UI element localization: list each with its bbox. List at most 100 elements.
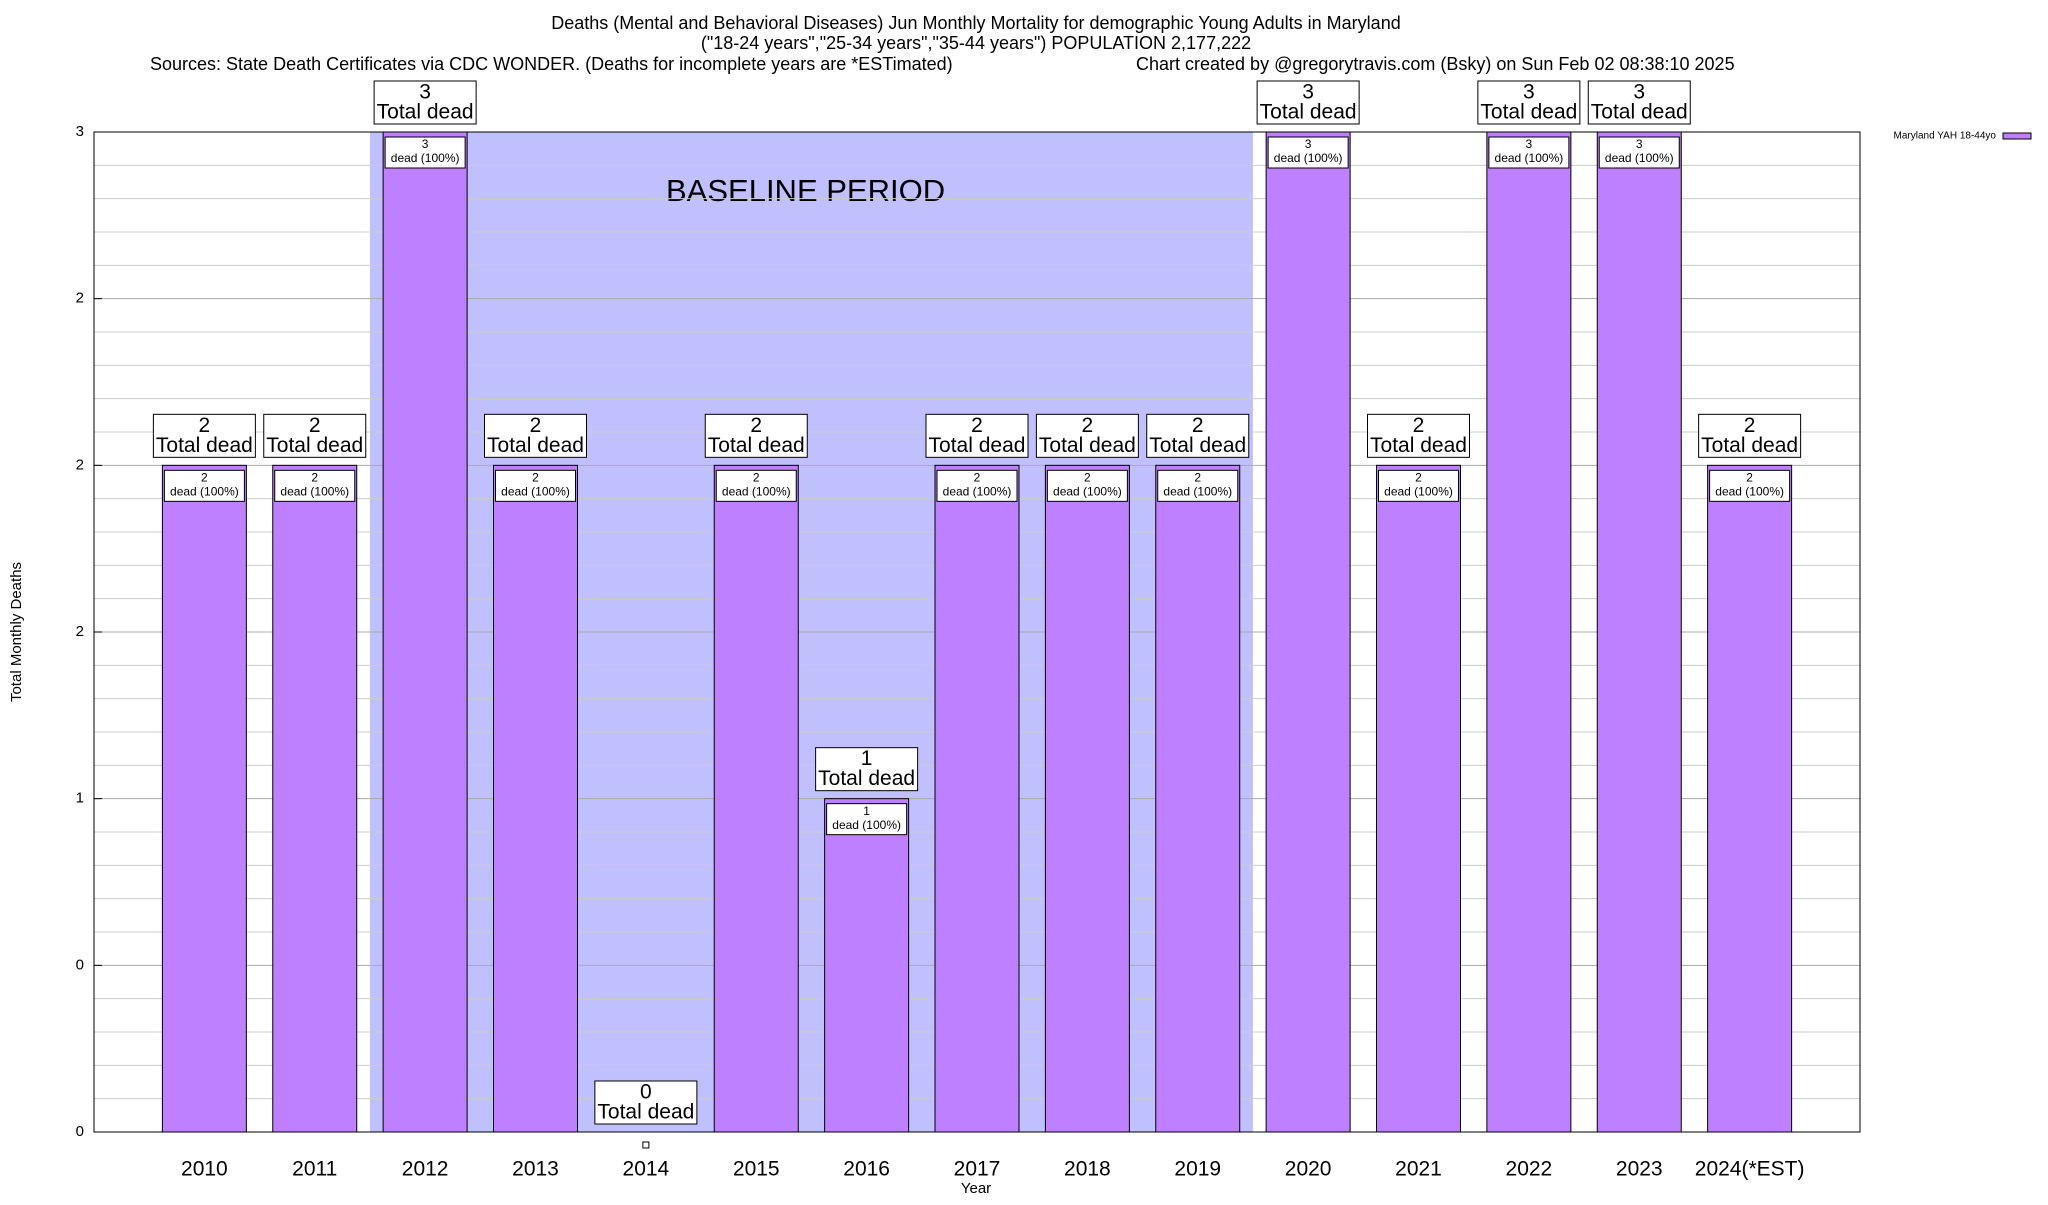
inner-label-value: 3: [1305, 137, 1312, 151]
inner-label-text: dead (100%): [1163, 485, 1232, 499]
total-label-value: 2: [1744, 414, 1756, 437]
y-tick-label: 0: [76, 1123, 84, 1140]
total-label-value: 3: [1302, 81, 1314, 104]
chart-subtitle: ("18-24 years","25-34 years","35-44 year…: [701, 33, 1251, 53]
total-label-text: Total dead: [1149, 434, 1246, 457]
bar: [1486, 131, 1572, 1133]
total-label-box: [1698, 413, 1802, 458]
total-label-value: 1: [861, 747, 873, 770]
inner-label-box: [826, 803, 908, 836]
total-label-value: 2: [199, 414, 211, 437]
inner-label-text: dead (100%): [1605, 151, 1674, 165]
inner-label-box: [274, 469, 356, 502]
total-label-text: Total dead: [929, 434, 1026, 457]
inner-label-box: [936, 469, 1018, 502]
inner-label-value: 2: [1415, 471, 1422, 485]
x-tick-label: 2012: [402, 1158, 449, 1181]
bar: [1044, 464, 1130, 1133]
y-tick-label: 2: [76, 290, 84, 307]
baseline-label: BASELINE PERIOD: [666, 173, 945, 208]
inner-label-value: 2: [1084, 471, 1091, 485]
inner-label-text: dead (100%): [943, 485, 1012, 499]
y-tick-label: 2: [76, 456, 84, 473]
x-tick-label: 2018: [1064, 1158, 1111, 1181]
credit-note: Chart created by @gregorytravis.com (Bsk…: [1136, 54, 1735, 74]
chart-title: Deaths (Mental and Behavioral Diseases) …: [551, 13, 1400, 33]
total-label-text: Total dead: [1480, 101, 1577, 124]
total-label-value: 2: [530, 414, 542, 437]
inner-label-text: dead (100%): [1495, 151, 1564, 165]
bar: [1596, 131, 1682, 1133]
total-label-text: Total dead: [1260, 101, 1357, 124]
total-label-value: 2: [1082, 414, 1094, 437]
total-label-box: [1477, 80, 1581, 125]
x-tick-label: 2020: [1285, 1158, 1332, 1181]
total-label-box: [1035, 413, 1139, 458]
x-tick-label: 2017: [954, 1158, 1001, 1181]
total-label-text: Total dead: [1039, 434, 1136, 457]
total-label-text: Total dead: [708, 434, 805, 457]
inner-label-box: [715, 469, 797, 502]
total-label-text: Total dead: [156, 434, 253, 457]
total-label-box: [815, 747, 919, 792]
x-tick-label: 2010: [181, 1158, 228, 1181]
inner-label-text: dead (100%): [170, 485, 239, 499]
total-label-text: Total dead: [1591, 101, 1688, 124]
total-label-text: Total dead: [487, 434, 584, 457]
inner-label-text: dead (100%): [832, 818, 901, 832]
total-label-box: [373, 80, 477, 125]
total-label-text: Total dead: [266, 434, 363, 457]
inner-label-text: dead (100%): [1053, 485, 1122, 499]
legend-label: Maryland YAH 18-44yo: [1894, 131, 1997, 142]
inner-label-value: 2: [532, 471, 539, 485]
bar: [1155, 464, 1241, 1133]
inner-label-value: 2: [1746, 471, 1753, 485]
total-label-value: 0: [640, 1081, 652, 1104]
inner-label-value: 2: [974, 471, 981, 485]
inner-label-value: 2: [201, 471, 208, 485]
inner-label-value: 1: [863, 804, 870, 818]
total-label-box: [1256, 80, 1360, 125]
total-label-value: 3: [1523, 81, 1535, 104]
inner-label-box: [1378, 469, 1459, 502]
inner-label-box: [384, 136, 466, 169]
inner-label-value: 3: [422, 137, 429, 151]
x-tick-label: 2014: [623, 1158, 670, 1181]
legend-swatch: [2002, 132, 2032, 140]
bar: [493, 464, 578, 1133]
total-label-box: [1146, 413, 1250, 458]
total-label-value: 2: [309, 414, 321, 437]
total-label-box: [704, 413, 808, 458]
total-label-value: 3: [1633, 81, 1645, 104]
bar: [161, 464, 247, 1133]
inner-label-text: dead (100%): [280, 485, 349, 499]
total-label-value: 2: [1413, 414, 1425, 437]
inner-label-text: dead (100%): [722, 485, 791, 499]
x-tick-label: 2013: [512, 1158, 559, 1181]
total-label-box: [1587, 80, 1691, 125]
inner-label-box: [1488, 136, 1570, 169]
total-label-box: [1367, 413, 1470, 458]
inner-label-text: dead (100%): [501, 485, 570, 499]
total-label-text: Total dead: [1370, 434, 1467, 457]
inner-label-box: [495, 469, 576, 502]
source-note: Sources: State Death Certificates via CD…: [150, 54, 953, 74]
bar: [382, 131, 468, 1133]
inner-label-value: 3: [1526, 137, 1533, 151]
total-label-box: [152, 413, 256, 458]
x-tick-label: 2019: [1174, 1158, 1221, 1181]
total-label-text: Total dead: [818, 767, 915, 790]
y-axis-label: Total Monthly Deaths: [8, 562, 25, 702]
inner-label-value: 2: [1194, 471, 1201, 485]
x-axis-label: Year: [961, 1180, 991, 1197]
inner-label-value: 3: [1636, 137, 1643, 151]
x-tick-label: 2016: [843, 1158, 890, 1181]
inner-label-value: 2: [753, 471, 760, 485]
x-tick-label: 2023: [1616, 1158, 1663, 1181]
inner-label-box: [163, 469, 245, 502]
inner-label-box: [1267, 136, 1349, 169]
total-label-box: [594, 1080, 698, 1125]
total-label-box: [484, 413, 587, 458]
x-tick-label: 2015: [733, 1158, 780, 1181]
